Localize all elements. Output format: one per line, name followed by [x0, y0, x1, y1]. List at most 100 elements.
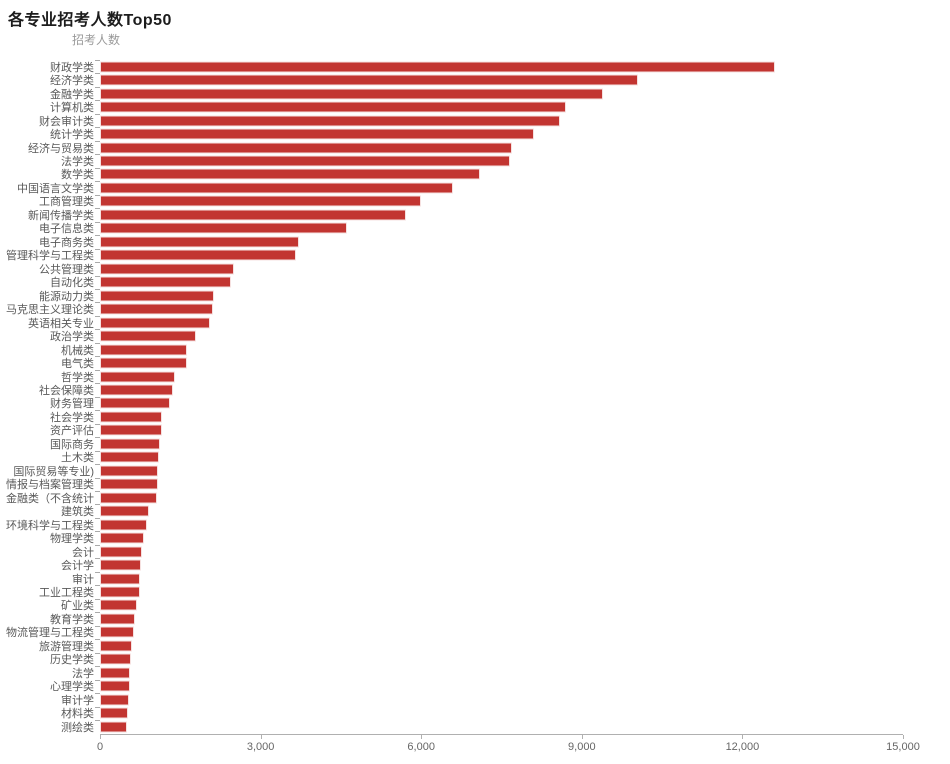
bar[interactable]	[100, 478, 158, 490]
chart-row: 哲学类	[0, 369, 950, 384]
category-label: 社会保障类	[39, 384, 94, 397]
chart-row: 财会审计类	[0, 113, 950, 128]
chart-row: 社会学类	[0, 410, 950, 424]
x-axis-tick	[581, 735, 583, 739]
category-axis-tick	[95, 558, 100, 560]
bar[interactable]	[100, 546, 143, 558]
category-label: 审计学	[61, 694, 94, 707]
bar[interactable]	[100, 707, 128, 719]
x-axis-tick	[742, 735, 744, 739]
bar[interactable]	[100, 236, 300, 248]
bar[interactable]	[100, 128, 534, 140]
bar[interactable]	[100, 195, 422, 207]
bar[interactable]	[100, 101, 566, 113]
bar-track	[100, 720, 903, 733]
bar[interactable]	[100, 88, 604, 100]
category-label: 金融学类	[50, 88, 94, 101]
bar[interactable]	[100, 303, 213, 315]
bar[interactable]	[100, 344, 188, 356]
bar[interactable]	[100, 599, 138, 611]
bar[interactable]	[100, 290, 215, 302]
bar[interactable]	[100, 626, 134, 638]
bar[interactable]	[100, 438, 161, 450]
bar[interactable]	[100, 519, 147, 531]
bar-track	[100, 370, 903, 383]
bar[interactable]	[100, 451, 159, 463]
bar[interactable]	[100, 532, 144, 544]
chart-row: 马克思主义理论类	[0, 302, 950, 316]
bar-track	[100, 87, 903, 100]
bar-track	[100, 680, 903, 693]
category-axis-tick	[95, 262, 100, 264]
bar-track	[100, 464, 903, 477]
category-axis-tick	[95, 585, 100, 587]
bar[interactable]	[100, 640, 133, 652]
chart-row: 新闻传播学类	[0, 208, 950, 222]
bar[interactable]	[100, 263, 234, 275]
bar[interactable]	[100, 505, 149, 517]
category-axis-tick	[95, 477, 100, 479]
chart-row: 自动化类	[0, 275, 950, 289]
chart-row: 财政学类	[0, 60, 950, 74]
bar-track	[100, 127, 903, 140]
category-axis-tick	[95, 396, 100, 398]
chart-row: 工商管理类	[0, 194, 950, 208]
category-label: 工业工程类	[39, 587, 94, 600]
bar[interactable]	[100, 249, 297, 261]
bar[interactable]	[100, 142, 513, 154]
bar[interactable]	[100, 222, 348, 234]
chart-row: 工业工程类	[0, 585, 950, 600]
bar[interactable]	[100, 680, 130, 692]
bar[interactable]	[100, 653, 132, 665]
category-axis-tick	[95, 100, 100, 102]
category-axis-tick	[95, 639, 100, 641]
bar[interactable]	[100, 586, 140, 598]
category-label: 材料类	[61, 708, 94, 721]
chart-row: 电子商务类	[0, 235, 950, 249]
x-axis-tick	[421, 735, 423, 739]
category-axis-tick	[95, 315, 100, 317]
chart-row: 英语相关专业	[0, 315, 950, 330]
category-axis-tick	[95, 248, 100, 250]
bar[interactable]	[100, 182, 454, 194]
bar[interactable]	[100, 694, 129, 706]
bar[interactable]	[100, 721, 127, 733]
bar[interactable]	[100, 74, 638, 86]
bar[interactable]	[100, 168, 481, 180]
chart-row: 经济与贸易类	[0, 140, 950, 155]
bar-track	[100, 302, 903, 315]
bar[interactable]	[100, 115, 561, 127]
bar[interactable]	[100, 424, 162, 436]
bar[interactable]	[100, 613, 136, 625]
category-axis-tick	[95, 127, 100, 129]
bar[interactable]	[100, 573, 141, 585]
category-label: 情报与档案管理类	[6, 479, 94, 492]
category-label: 统计学类	[50, 129, 94, 142]
bar[interactable]	[100, 465, 159, 477]
chart-row: 情报与档案管理类	[0, 477, 950, 492]
bar[interactable]	[100, 330, 196, 342]
chart-row: 矿业类	[0, 598, 950, 612]
chart-row: 电子信息类	[0, 221, 950, 235]
bar[interactable]	[100, 317, 210, 329]
bar-track	[100, 518, 903, 531]
bar[interactable]	[100, 155, 510, 167]
category-axis-tick	[95, 167, 100, 169]
category-axis-tick	[95, 544, 100, 546]
bar[interactable]	[100, 667, 131, 679]
category-axis-tick	[95, 464, 100, 466]
bar[interactable]	[100, 384, 174, 396]
category-axis-tick	[95, 706, 100, 708]
bar[interactable]	[100, 357, 187, 369]
bar[interactable]	[100, 61, 775, 73]
category-label: 物理学类	[50, 533, 94, 546]
bar[interactable]	[100, 559, 141, 571]
bar-track	[100, 626, 903, 639]
bar[interactable]	[100, 209, 407, 221]
bar[interactable]	[100, 371, 175, 383]
bar[interactable]	[100, 276, 231, 288]
category-axis-tick	[95, 181, 100, 183]
bar[interactable]	[100, 397, 170, 409]
bar[interactable]	[100, 492, 157, 504]
bar[interactable]	[100, 411, 163, 423]
